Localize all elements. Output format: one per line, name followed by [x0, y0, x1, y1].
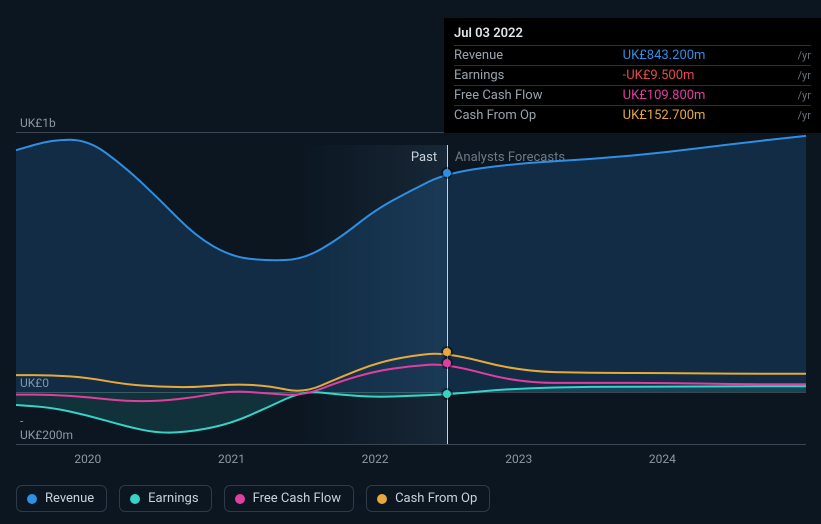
tooltip-row-value: UK£152.700m — [615, 106, 794, 126]
tooltip-row-suffix: /yr — [794, 106, 811, 126]
tooltip-row-suffix: /yr — [794, 46, 811, 66]
legend-item-fcf[interactable]: Free Cash Flow — [224, 485, 354, 512]
x-axis-label: 2023 — [505, 452, 532, 466]
tooltip-row: Cash From OpUK£152.700m/yr — [454, 106, 811, 126]
legend-label: Revenue — [45, 491, 94, 506]
tooltip-row: Free Cash FlowUK£109.800m/yr — [454, 86, 811, 106]
y-axis-label: UK£1b — [16, 116, 60, 132]
tooltip-date: Jul 03 2022 — [454, 24, 811, 45]
x-axis-label: 2021 — [218, 452, 245, 466]
earnings-area — [16, 386, 806, 432]
legend-label: Earnings — [148, 491, 198, 506]
x-axis-label: 2022 — [362, 452, 389, 466]
x-axis-label: 2020 — [74, 452, 101, 466]
tooltip-row-value: UK£843.200m — [615, 46, 794, 66]
earnings-marker — [443, 390, 451, 398]
tooltip-row-label: Cash From Op — [454, 106, 615, 126]
hover-tooltip: Jul 03 2022 RevenueUK£843.200m/yrEarning… — [444, 18, 821, 133]
x-axis-label: 2024 — [649, 452, 676, 466]
legend: Revenue Earnings Free Cash Flow Cash From O… — [16, 485, 490, 512]
fcf-marker — [443, 359, 451, 367]
legend-item-earnings[interactable]: Earnings — [119, 485, 211, 512]
legend-swatch — [377, 494, 387, 504]
cfo-marker — [443, 348, 451, 356]
legend-swatch — [235, 494, 245, 504]
tooltip-row: RevenueUK£843.200m/yr — [454, 46, 811, 66]
legend-item-revenue[interactable]: Revenue — [16, 485, 107, 512]
legend-label: Free Cash Flow — [253, 491, 341, 506]
gridline — [16, 444, 806, 445]
tooltip-row-value: -UK£9.500m — [615, 66, 794, 86]
tooltip-row: Earnings-UK£9.500m/yr — [454, 66, 811, 86]
chart-area[interactable]: UK£1bUK£0-UK£200m Past Analysts Forecast… — [16, 132, 806, 444]
tooltip-row-label: Revenue — [454, 46, 615, 66]
tooltip-row-suffix: /yr — [794, 66, 811, 86]
legend-label: Cash From Op — [395, 491, 477, 506]
revenue-area — [16, 136, 806, 392]
legend-swatch — [27, 494, 37, 504]
revenue-marker — [443, 169, 451, 177]
tooltip-row-value: UK£109.800m — [615, 86, 794, 106]
legend-swatch — [130, 494, 140, 504]
tooltip-row-suffix: /yr — [794, 86, 811, 106]
tooltip-row-label: Earnings — [454, 66, 615, 86]
legend-item-cfo[interactable]: Cash From Op — [366, 485, 490, 512]
cursor-line — [447, 145, 448, 444]
line-plot — [16, 132, 806, 444]
tooltip-row-label: Free Cash Flow — [454, 86, 615, 106]
